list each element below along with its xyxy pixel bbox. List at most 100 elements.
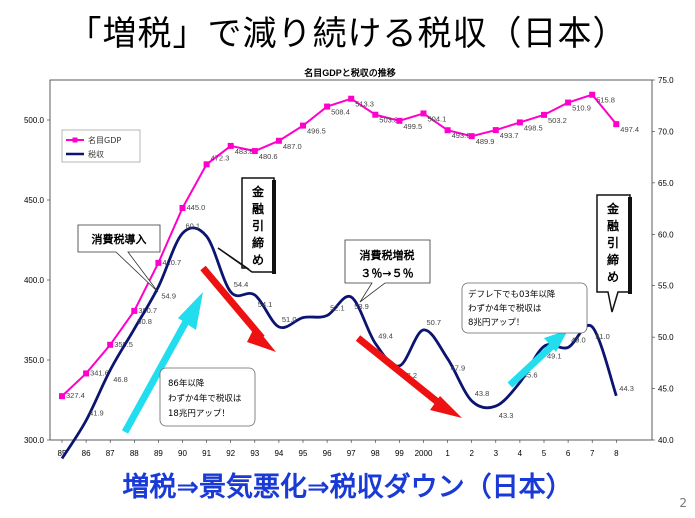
legend-gdp-marker	[72, 137, 78, 143]
gdp-point	[83, 370, 90, 377]
gdp-value-label: 503.2	[548, 116, 567, 125]
gdp-point	[348, 95, 355, 102]
chart-axes: 300.0 350.0 400.0 450.0 500.0 40.0 45.0 50.0 55.…	[24, 76, 674, 458]
x-tick-label: 8	[614, 449, 619, 458]
tax-value-label: 54.1	[258, 300, 273, 309]
gdp-value-label: 510.9	[572, 104, 591, 113]
y-right-tick-label: 50.0	[658, 333, 674, 342]
gdp-value-label: 487.0	[283, 142, 302, 151]
tax-value-label: 50.8	[137, 317, 152, 326]
gdp-value-label: 341.6	[90, 368, 109, 377]
x-tick-label: 87	[106, 449, 115, 458]
gdp-value-label: 508.4	[331, 108, 350, 117]
legend-tax-label: 税収	[88, 149, 104, 159]
tax-value-label: 46.8	[113, 375, 128, 384]
gdp-value-label: 503.3	[379, 116, 398, 125]
x-tick-label: 93	[250, 449, 259, 458]
callout-tax-hike: 消費税増税 ３％→５％	[344, 239, 431, 303]
y-left-tick-label: 300.0	[24, 436, 45, 445]
y-left-tick-label: 400.0	[24, 276, 45, 285]
tax-value-label: 60.1	[186, 221, 201, 230]
annotations: 消費税導入 消費税増税 ３％→５％ 金融引締め 金融引締め 86年以降 わずか4…	[77, 177, 632, 434]
gdp-value-label: 497.4	[620, 125, 639, 134]
tax-value-label: 53.9	[354, 302, 369, 311]
x-tick-label: 2000	[415, 449, 433, 458]
callout-tax-hike-line1: 消費税増税	[360, 248, 415, 262]
gdp-value-label: 445.0	[187, 203, 206, 212]
y-right-tick-label: 75.0	[658, 76, 674, 85]
tax-value-label: 54.4	[234, 280, 249, 289]
callout-tightening-1-text: 金融引締め	[251, 184, 265, 267]
y-right-tick-label: 40.0	[658, 436, 674, 445]
legend-gdp-label: 名目GDP	[88, 135, 121, 145]
gdp-value-label: 504.1	[428, 114, 447, 123]
gdp-line	[61, 93, 618, 397]
chart-legend: 名目GDP 税収	[61, 129, 141, 163]
tax-value-label: 44.3	[619, 384, 634, 393]
y-right-tick-label: 55.0	[658, 282, 674, 291]
x-tick-label: 97	[347, 449, 356, 458]
gdp-point	[324, 103, 331, 110]
gdp-value-label: 493.6	[452, 131, 471, 140]
gdp-point	[565, 99, 572, 106]
bottom-caption: 増税⇒景気悪化⇒税収ダウン（日本）	[122, 472, 573, 503]
cyan-arrow-2	[507, 330, 568, 388]
gdp-point	[589, 91, 596, 98]
y-left-tick-label: 500.0	[24, 116, 45, 125]
legend-box	[61, 129, 141, 163]
note-86-line3: 18兆円アップ！	[168, 408, 230, 419]
callout-tightening-1: 金融引締め	[217, 177, 276, 274]
x-tick-label: 2	[469, 449, 474, 458]
gdp-point	[107, 341, 114, 348]
gdp-point	[300, 122, 306, 129]
y-left-tick-label: 450.0	[24, 196, 45, 205]
gdp-point	[420, 110, 427, 117]
x-tick-label: 89	[154, 449, 163, 458]
x-tick-label: 5	[542, 449, 547, 458]
x-tick-label: 86	[82, 449, 91, 458]
tax-value-label: 51.0	[282, 315, 297, 324]
gdp-point	[444, 127, 451, 134]
x-tick-label: 85	[58, 449, 67, 458]
x-tick-label: 6	[566, 449, 571, 458]
note-03-line2: わずか4年で税収は	[468, 303, 542, 314]
x-tick-label: 98	[371, 449, 380, 458]
gdp-point	[613, 121, 620, 128]
gdp-point	[516, 119, 523, 126]
gdp-value-label: 499.5	[403, 122, 422, 131]
x-tick-label: 90	[178, 449, 187, 458]
callout-tax-hike-line2: ３％→５％	[360, 267, 413, 280]
note-86: 86年以降 わずか4年で税収は 18兆円アップ！	[159, 367, 256, 427]
y-right-tick-label: 70.0	[658, 127, 674, 136]
note-03: デフレ下でも03年以降 わずか4年で税収は 8兆円アップ！	[461, 282, 588, 334]
slide-title: 「増税」で減り続ける税収（日本）	[67, 14, 628, 54]
x-tick-label: 95	[299, 449, 308, 458]
note-03-line1: デフレ下でも03年以降	[468, 289, 556, 300]
gdp-value-label: 327.4	[66, 391, 85, 400]
tax-line	[60, 226, 618, 460]
chart-title: 名目GDPと税収の推移	[304, 67, 396, 78]
tax-value-label: 49.0	[571, 335, 586, 344]
callout-tightening-2: 金融引締め	[596, 194, 632, 313]
gdp-value-label: 410.7	[162, 258, 181, 267]
gdp-point	[541, 111, 547, 118]
gdp-point	[155, 259, 162, 266]
gdp-value-label: 496.5	[307, 127, 326, 136]
x-tick-label: 1	[445, 449, 450, 458]
x-tick-label: 88	[130, 449, 139, 458]
note-03-line3: 8兆円アップ！	[468, 317, 524, 328]
gdp-point	[275, 137, 282, 144]
note-86-line2: わずか4年で税収は	[168, 393, 242, 404]
x-tick-label: 3	[494, 449, 499, 458]
x-tick-label: 91	[202, 449, 211, 458]
y-right-tick-label: 60.0	[658, 230, 674, 239]
gdp-point	[251, 148, 258, 155]
gdp-point	[203, 161, 210, 168]
page-number: 2	[679, 496, 687, 510]
y-right-tick-label: 65.0	[658, 179, 674, 188]
cyan-arrow-1	[121, 292, 203, 434]
gdp-value-label: 480.6	[259, 152, 278, 161]
gdp-point	[492, 127, 499, 134]
tax-value-label: 47.9	[451, 364, 466, 373]
callout-consumption-tax-text: 消費税導入	[92, 232, 147, 246]
